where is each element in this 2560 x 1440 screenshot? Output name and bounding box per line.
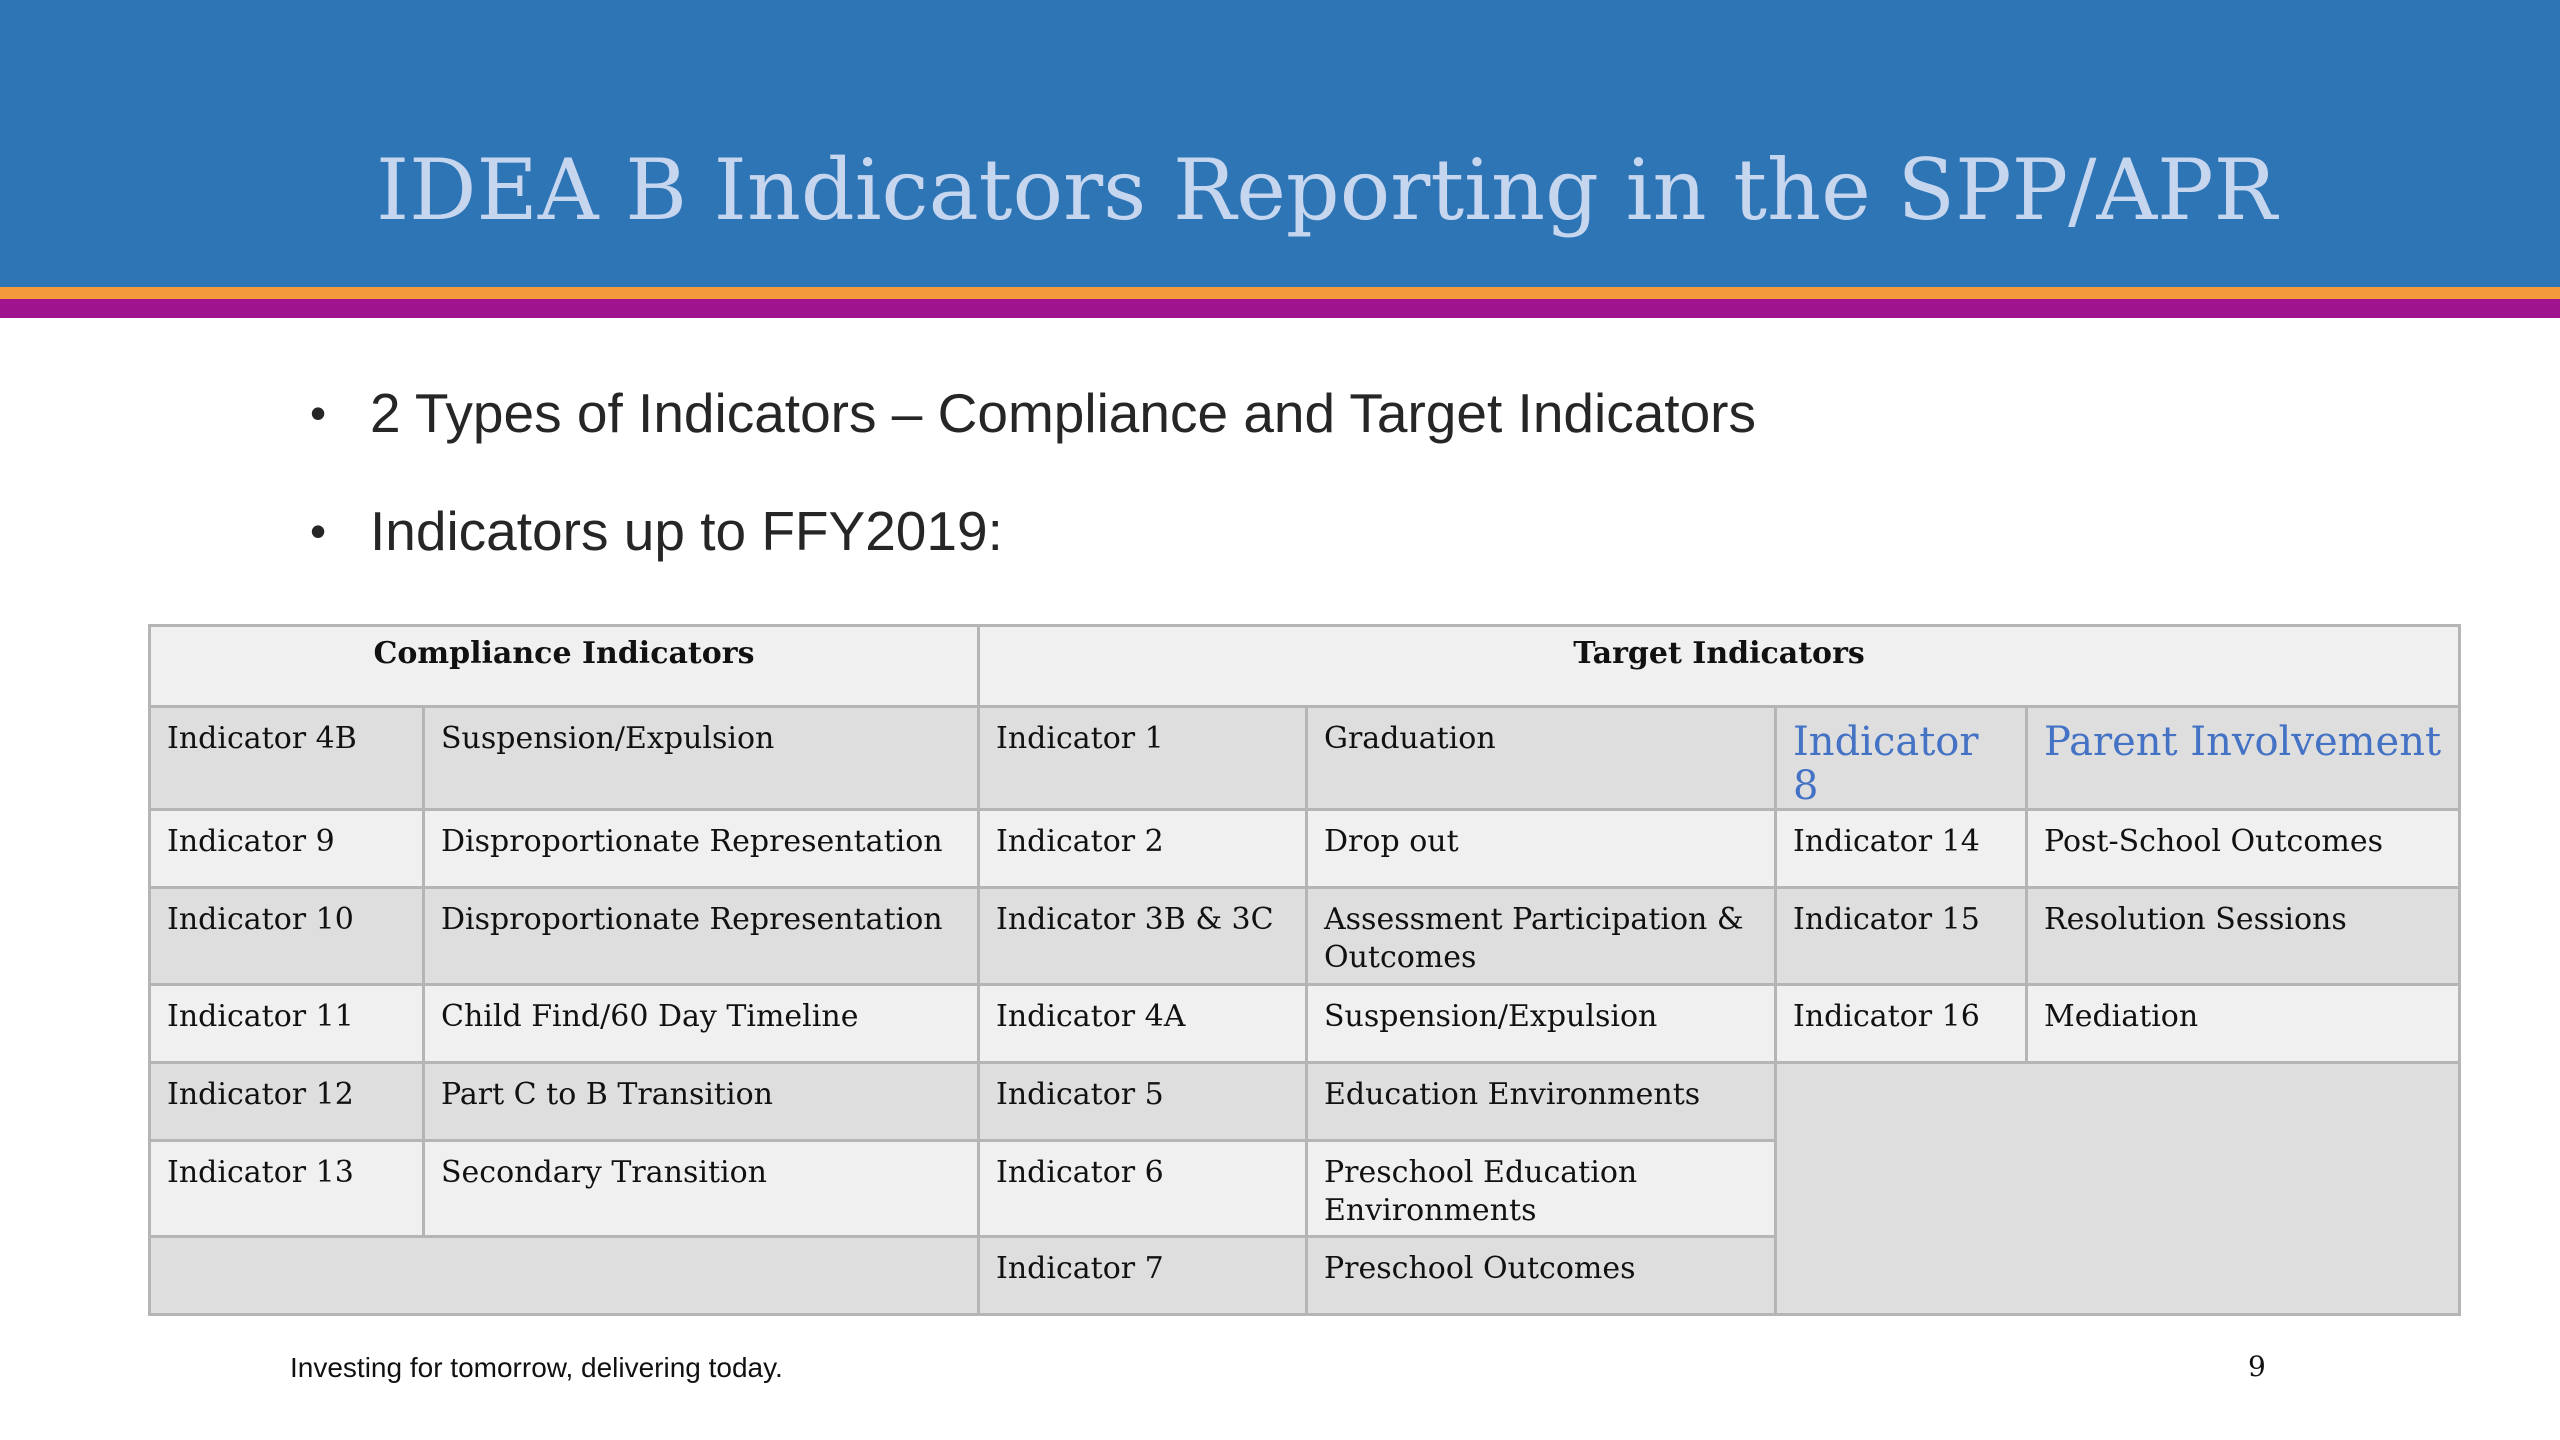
bullet-dot: • [310,505,327,557]
target-indicator-name: Assessment Participation & Outcomes [1305,886,1777,986]
target-indicator-number: Indicator 14 [1774,808,2028,889]
target-indicator-name: Preschool Outcomes [1305,1235,1777,1316]
header-stripe-orange [0,287,2560,299]
target-indicator-name: Post-School Outcomes [2025,808,2461,889]
table-row: Indicator 4B Suspension/Expulsion Indica… [148,705,2461,811]
table-row: Indicator 10 Disproportionate Representa… [148,886,2461,986]
target-indicator-number: Indicator 2 [977,808,1308,889]
target-indicator-name: Suspension/Expulsion [1305,983,1777,1064]
compliance-indicator-number: Indicator 9 [148,808,425,889]
target-indicator-number: Indicator 4A [977,983,1308,1064]
compliance-indicator-name: Suspension/Expulsion [422,705,980,811]
slide-header-band [0,0,2560,287]
target-indicator-name: Education Environments [1305,1061,1777,1142]
target-indicator-name-highlight: Parent Involvement [2025,705,2461,811]
table-row: Indicator 12 Part C to B Transition Indi… [148,1061,2461,1316]
empty-cell [148,1235,980,1316]
empty-cell [1774,1061,2461,1316]
target-indicator-number: Indicator 6 [977,1139,1308,1238]
compliance-indicator-number: Indicator 12 [148,1061,425,1142]
compliance-header: Compliance Indicators [148,624,980,708]
compliance-indicator-name: Secondary Transition [422,1139,980,1238]
table-header-row: Compliance Indicators Target Indicators [148,624,2461,708]
target-header: Target Indicators [977,624,2461,708]
target-indicator-name: Mediation [2025,983,2461,1064]
target-indicator-name: Resolution Sessions [2025,886,2461,986]
page-number: 9 [2248,1350,2266,1383]
target-indicator-number: Indicator 3B & 3C [977,886,1308,986]
compliance-indicator-name: Disproportionate Representation [422,808,980,889]
compliance-indicator-name: Part C to B Transition [422,1061,980,1142]
target-indicator-number: Indicator 7 [977,1235,1308,1316]
compliance-indicator-number: Indicator 10 [148,886,425,986]
header-stripe-purple [0,299,2560,318]
bullet-item: • Indicators up to FFY2019: [310,493,1756,611]
table-row: Indicator 9 Disproportionate Representat… [148,808,2461,889]
target-indicator-number: Indicator 16 [1774,983,2028,1064]
bullet-dot: • [310,387,327,439]
target-indicator-number: Indicator 1 [977,705,1308,811]
bullet-list: • 2 Types of Indicators – Compliance and… [310,375,1756,611]
target-indicator-number: Indicator 15 [1774,886,2028,986]
compliance-indicator-name: Disproportionate Representation [422,886,980,986]
target-indicator-name: Graduation [1305,705,1777,811]
indicators-table: Compliance Indicators Target Indicators … [148,624,2461,1316]
compliance-indicator-number: Indicator 4B [148,705,425,811]
table-row: Indicator 11 Child Find/60 Day Timeline … [148,983,2461,1064]
target-indicator-number: Indicator 5 [977,1061,1308,1142]
bullet-item: • 2 Types of Indicators – Compliance and… [310,375,1756,493]
bullet-text: Indicators up to FFY2019: [370,500,1003,562]
bullet-text: 2 Types of Indicators – Compliance and T… [370,382,1756,444]
slide-title: IDEA B Indicators Reporting in the SPP/A… [376,141,2277,239]
target-indicator-name: Preschool Education Environments [1305,1139,1777,1238]
indicators-table-container: Compliance Indicators Target Indicators … [148,624,2461,1316]
table-row: Indicator 13 Secondary Transition Indica… [148,1139,2460,1238]
table-row: Indicator 7 Preschool Outcomes [148,1235,2460,1316]
compliance-indicator-number: Indicator 11 [148,983,425,1064]
target-indicator-name: Drop out [1305,808,1777,889]
compliance-indicator-number: Indicator 13 [148,1139,425,1238]
footer-tagline: Investing for tomorrow, delivering today… [290,1352,783,1383]
compliance-indicator-name: Child Find/60 Day Timeline [422,983,980,1064]
target-indicator-number-highlight: Indicator 8 [1774,705,2028,811]
